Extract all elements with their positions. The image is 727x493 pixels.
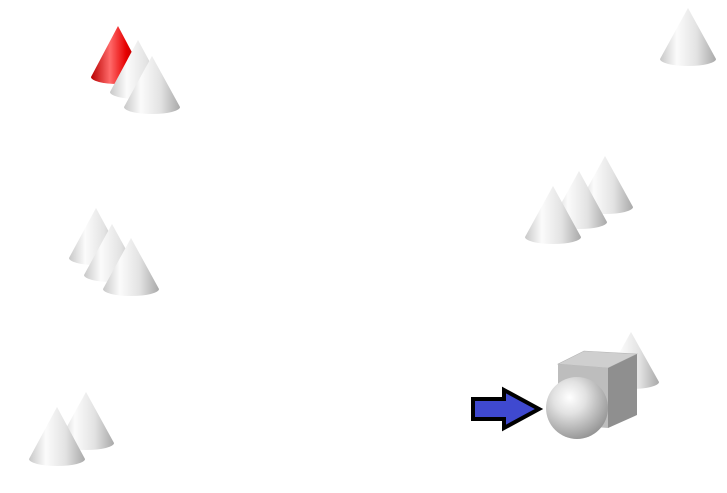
object-group-bottom-right (471, 332, 659, 439)
cone-group-top-right (660, 8, 716, 66)
cone[interactable] (124, 56, 180, 114)
sphere[interactable] (546, 377, 608, 439)
cone-group-middle-right (525, 156, 633, 244)
cone-group-middle-left (69, 208, 159, 296)
cone-group-bottom-left (29, 392, 114, 466)
cone[interactable] (103, 238, 159, 296)
cube-side-face (608, 354, 637, 428)
cone[interactable] (660, 8, 716, 66)
cone[interactable] (525, 186, 581, 244)
cone-group-top-left (91, 26, 180, 114)
cone[interactable] (29, 407, 85, 466)
arrow[interactable] (471, 386, 544, 432)
